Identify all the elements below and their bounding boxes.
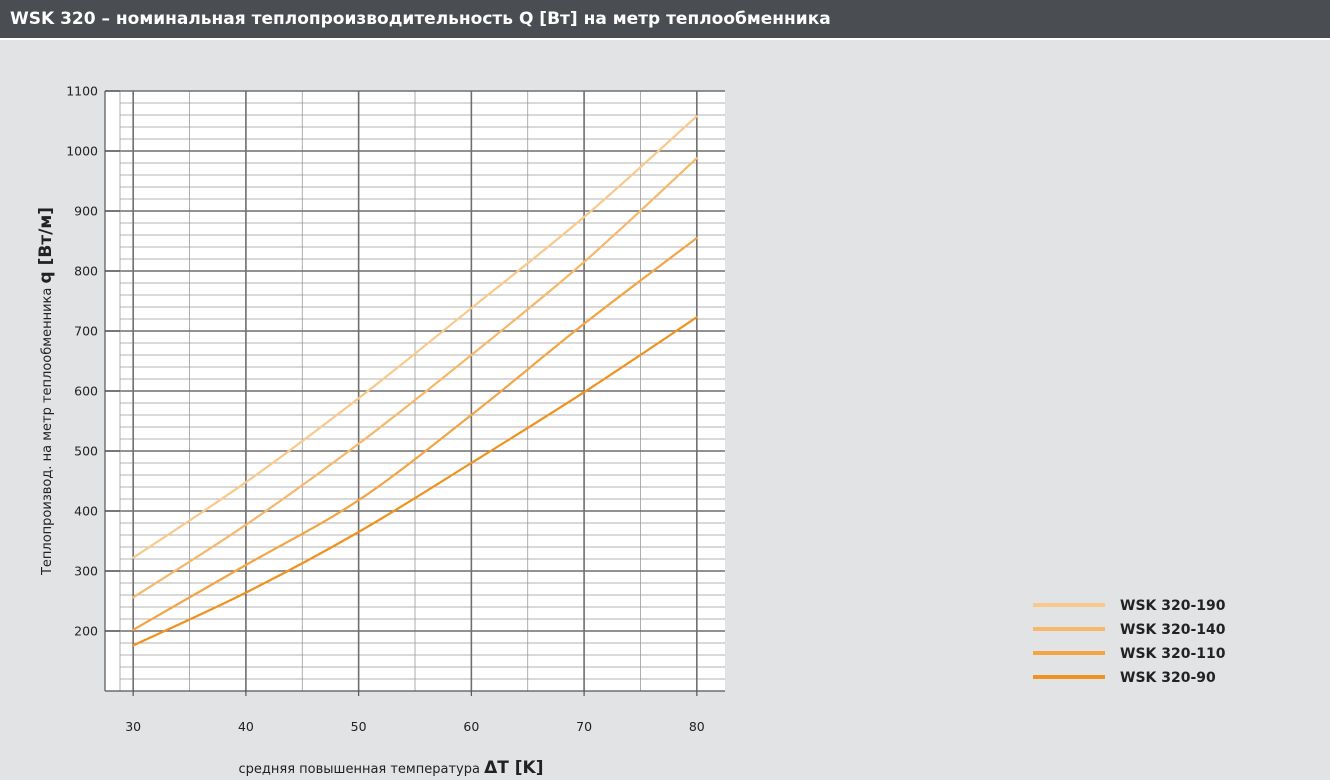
y-tick-label: 600: [74, 384, 98, 399]
y-tick-label: 1100: [66, 84, 98, 99]
x-axis-label-prefix: средняя повышенная температура: [239, 762, 485, 777]
y-axis-label-symbol: q [Вт/м]: [36, 207, 56, 284]
y-tick-label: 200: [74, 624, 98, 639]
legend-label: WSK 320-140: [1120, 622, 1226, 638]
y-tick-labels: 200 300 400 500 600 700 800 900 1000 1100: [66, 84, 98, 639]
y-tick-label: 500: [74, 444, 98, 459]
y-tick-label: 800: [74, 264, 98, 279]
y-tick-label: 400: [74, 504, 98, 519]
x-tick-label: 50: [351, 719, 367, 734]
y-tick-label: 700: [74, 324, 98, 339]
series-line-4: [132, 316, 698, 647]
x-tick-label: 70: [576, 719, 592, 734]
series-line-1: [132, 115, 698, 559]
legend-label: WSK 320-90: [1120, 670, 1216, 686]
chart-title: WSK 320 – номинальная теплопроизводитель…: [10, 9, 831, 29]
y-axis-label: Теплопроизвод. на метр теплообменника q …: [36, 207, 56, 576]
series-line-2: [132, 157, 698, 599]
x-tick-labels: 30 40 50 60 70 80: [125, 719, 705, 734]
x-axis-label: средняя повышенная температура ΔT [K]: [239, 758, 544, 778]
x-tick-label: 60: [463, 719, 479, 734]
y-tick-label: 1000: [66, 144, 98, 159]
x-axis-label-symbol: ΔT [K]: [484, 758, 543, 778]
chart-header: WSK 320 – номинальная теплопроизводитель…: [0, 0, 1330, 40]
legend-label: WSK 320-190: [1120, 598, 1226, 614]
y-axis-label-prefix: Теплопроизвод. на метр теплообменника: [40, 284, 55, 577]
grid: [105, 90, 725, 691]
series-line-3: [132, 236, 698, 631]
legend: WSK 320-190 WSK 320-140 WSK 320-110 WSK 320…: [1033, 598, 1226, 686]
series-layer: [132, 115, 698, 647]
axes: [104, 90, 725, 696]
y-tick-label: 900: [74, 204, 98, 219]
legend-label: WSK 320-110: [1120, 646, 1226, 662]
x-tick-label: 30: [125, 719, 141, 734]
x-tick-label: 80: [689, 719, 705, 734]
y-tick-label: 300: [74, 564, 98, 579]
x-tick-label: 40: [238, 719, 254, 734]
